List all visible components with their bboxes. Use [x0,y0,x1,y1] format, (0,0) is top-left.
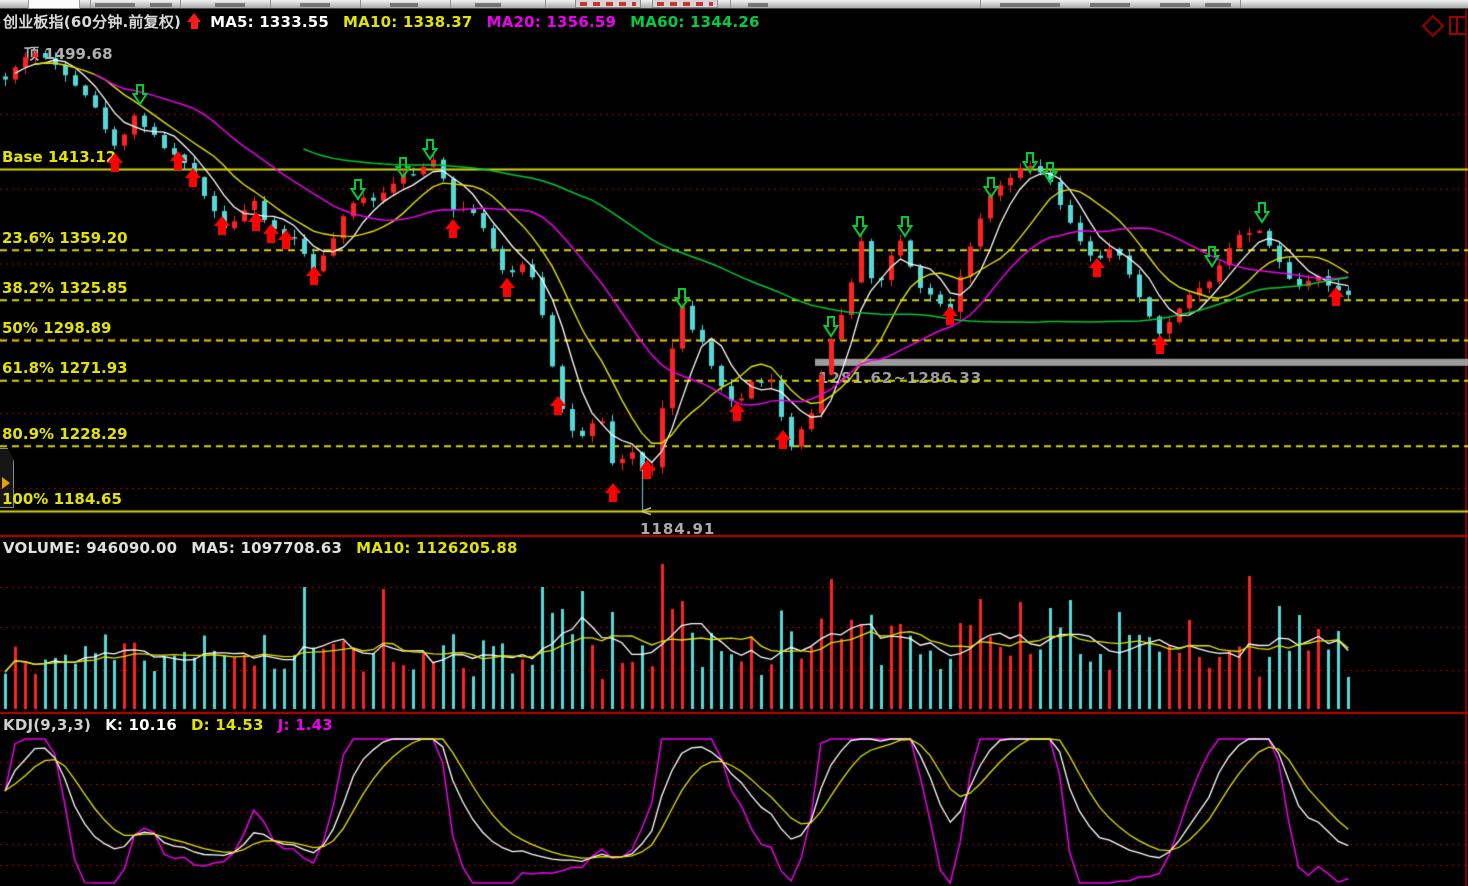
toolbar-separator [450,0,451,8]
toolbar-separator [545,0,546,8]
toolbar-separator [360,0,361,8]
toolbar-separator [90,0,91,8]
toolbar-separator [270,0,271,8]
toolbar-item[interactable] [95,3,135,7]
toolbar-item[interactable] [390,3,418,7]
toolbar-item[interactable] [215,3,245,7]
toolbar-item[interactable] [748,3,768,7]
toolbar-separator [730,0,731,8]
top-toolbar[interactable] [0,0,1468,9]
toolbar-symbol-box[interactable] [28,0,80,9]
toolbar-item[interactable] [475,3,501,7]
toolbar-price-button[interactable] [575,0,641,8]
toolbar-item[interactable] [1160,3,1190,7]
toolbar-item[interactable] [1000,3,1060,7]
toolbar-item[interactable] [300,3,330,7]
toolbar-separator [1240,0,1241,8]
toolbar-separator [980,0,981,8]
toolbar-separator [180,0,181,8]
toolbar-item[interactable] [1205,3,1231,7]
toolbar-change-button[interactable] [652,0,718,8]
toolbar-item[interactable] [1090,3,1130,7]
toolbar-item[interactable] [150,3,172,7]
